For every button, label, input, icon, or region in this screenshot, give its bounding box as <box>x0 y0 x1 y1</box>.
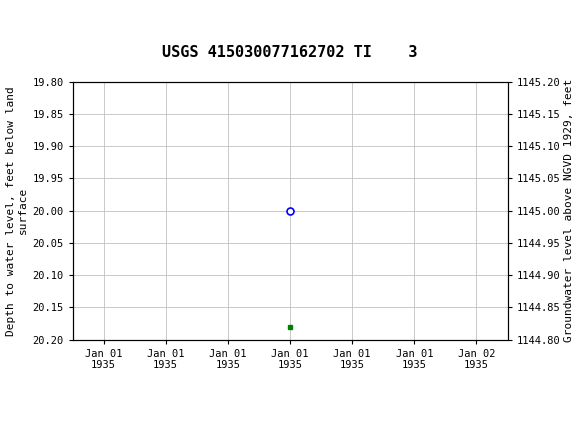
Text: USGS 415030077162702 TI    3: USGS 415030077162702 TI 3 <box>162 45 418 60</box>
Text: ≡USGS: ≡USGS <box>3 9 66 29</box>
Y-axis label: Depth to water level, feet below land
surface: Depth to water level, feet below land su… <box>6 86 28 335</box>
Y-axis label: Groundwater level above NGVD 1929, feet: Groundwater level above NGVD 1929, feet <box>564 79 574 342</box>
